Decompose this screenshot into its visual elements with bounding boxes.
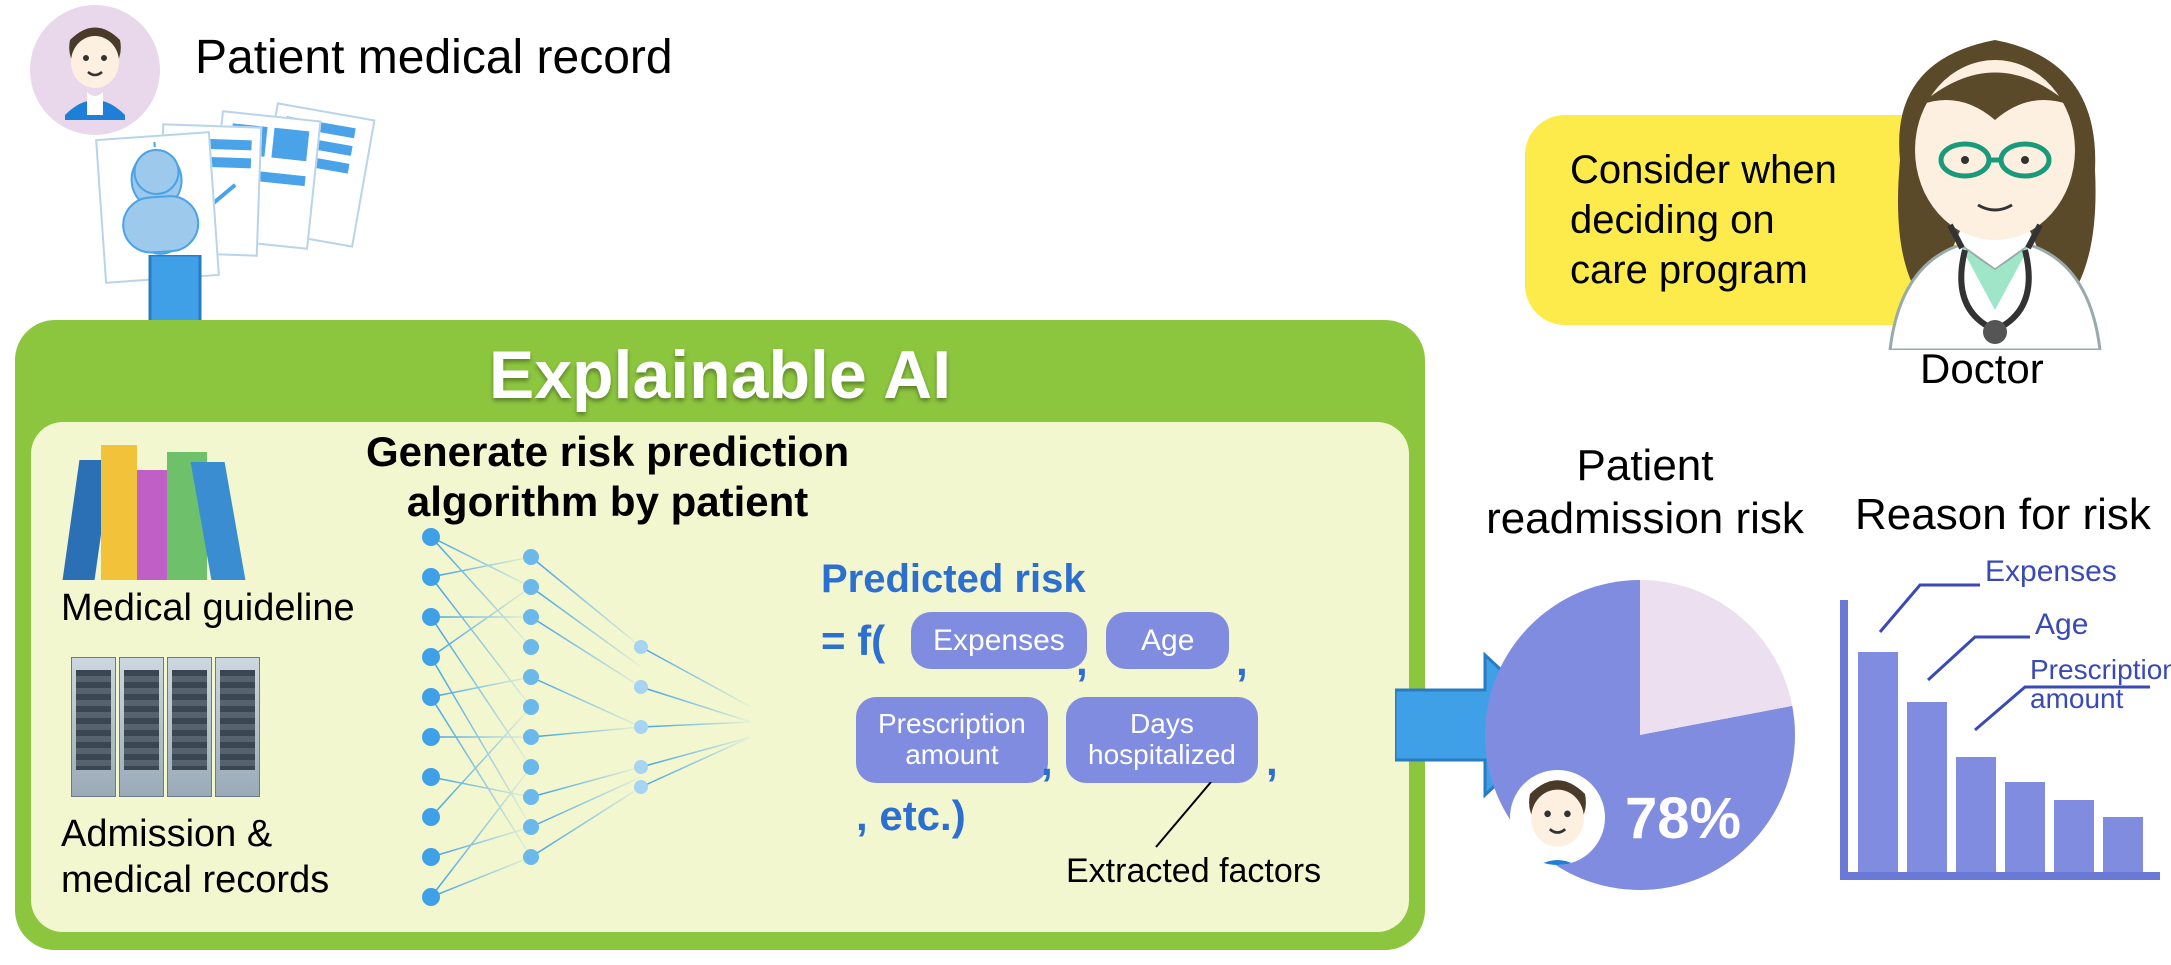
patient-icon: [55, 20, 135, 120]
bar-label-age: Age: [2035, 608, 2088, 642]
predicted-risk-label: Predicted risk: [821, 557, 1086, 602]
doctor-bubble-text: Consider when deciding on care program: [1570, 148, 1837, 292]
factor-pill-age: Age: [1106, 612, 1229, 669]
ai-title: Explainable AI: [31, 336, 1409, 414]
bar: [1956, 757, 1996, 872]
explainable-ai-container: Explainable AI Medical guideline Admissi…: [15, 320, 1425, 950]
bar: [2054, 800, 2094, 872]
factor-pill-expenses: Expenses: [911, 612, 1087, 669]
pie-title: Patient readmission risk: [1470, 440, 1820, 546]
factor-pill-prescription: Prescription amount: [856, 697, 1048, 783]
patient-icon: [1510, 772, 1605, 865]
reason-bar-chart: Expenses Age Prescription amount: [1840, 580, 2170, 880]
etc-close: , etc.): [856, 792, 966, 840]
doctor-icon: [1830, 10, 2160, 350]
records-label: Admission & medical records: [61, 812, 329, 903]
comma: ,: [1076, 637, 1088, 685]
doctor-label: Doctor: [1920, 345, 2044, 393]
ai-subtitle: Generate risk prediction algorithm by pa…: [366, 427, 849, 528]
pie-patient-avatar: [1510, 770, 1605, 865]
pie-value: 78%: [1625, 785, 1741, 852]
leader-line: [1121, 782, 1251, 862]
bar-label-expenses: Expenses: [1985, 555, 2117, 589]
servers-icon: [71, 657, 271, 807]
comma: ,: [1041, 737, 1053, 785]
bar: [2005, 782, 2045, 872]
extracted-factors-label: Extracted factors: [1066, 852, 1321, 891]
neural-net-icon: [411, 527, 831, 917]
factor-pill-days: Days hospitalized: [1066, 697, 1258, 783]
bar-label-prescription: Prescription amount: [2030, 655, 2171, 714]
comma: ,: [1236, 637, 1248, 685]
patient-record-label: Patient medical record: [195, 30, 673, 85]
ai-inner-panel: Medical guideline Admission & medical re…: [31, 422, 1409, 932]
equals-f-open: = f(: [821, 617, 885, 665]
books-icon: [71, 440, 261, 580]
bar-title: Reason for risk: [1855, 490, 2151, 540]
guideline-label: Medical guideline: [61, 587, 355, 630]
comma: ,: [1266, 737, 1278, 785]
bar: [2103, 817, 2143, 872]
